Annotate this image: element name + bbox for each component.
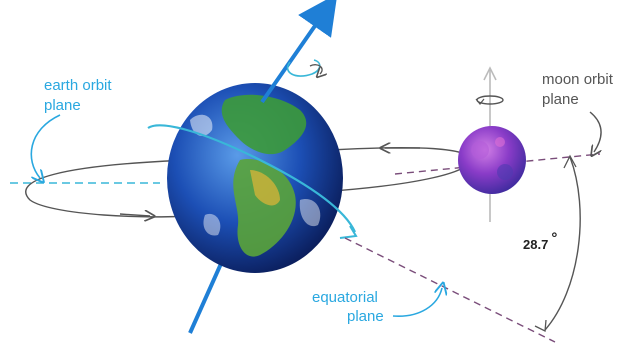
equatorial-ring-arrow xyxy=(339,225,358,239)
earth-axis-top xyxy=(260,0,338,104)
moon-axis-arrowhead xyxy=(483,66,497,81)
equatorial-leader xyxy=(392,288,442,317)
earth-orbit-leader xyxy=(30,114,61,178)
moon-orbit-label-line1: moon orbit xyxy=(542,71,614,88)
equatorial-label-line2: plane xyxy=(347,308,384,325)
earth-orbit-label-line2: plane xyxy=(44,97,81,114)
equatorial-plane-line xyxy=(344,237,556,343)
orbit-direction-arrow-bottom xyxy=(119,214,150,216)
equatorial-label-line1: equatorial xyxy=(312,289,378,306)
angle-arc xyxy=(544,156,581,331)
degree-symbol: ° xyxy=(551,230,557,247)
earth-rotation-small-arrow xyxy=(309,64,322,74)
earth-globe xyxy=(167,83,343,273)
earth-rotation-arrow xyxy=(286,59,321,77)
moon-orbit-label-line2: plane xyxy=(542,91,579,108)
angle-label: 28.7 ° xyxy=(523,230,557,252)
moon-orbit-leader xyxy=(589,111,601,152)
equatorial-ring xyxy=(147,124,357,233)
earth-orbit-ellipse xyxy=(25,159,201,218)
angle-value: 28.7 xyxy=(523,237,548,252)
moon xyxy=(458,126,526,194)
earth-orbit-label-line1: earth orbit xyxy=(44,77,112,94)
